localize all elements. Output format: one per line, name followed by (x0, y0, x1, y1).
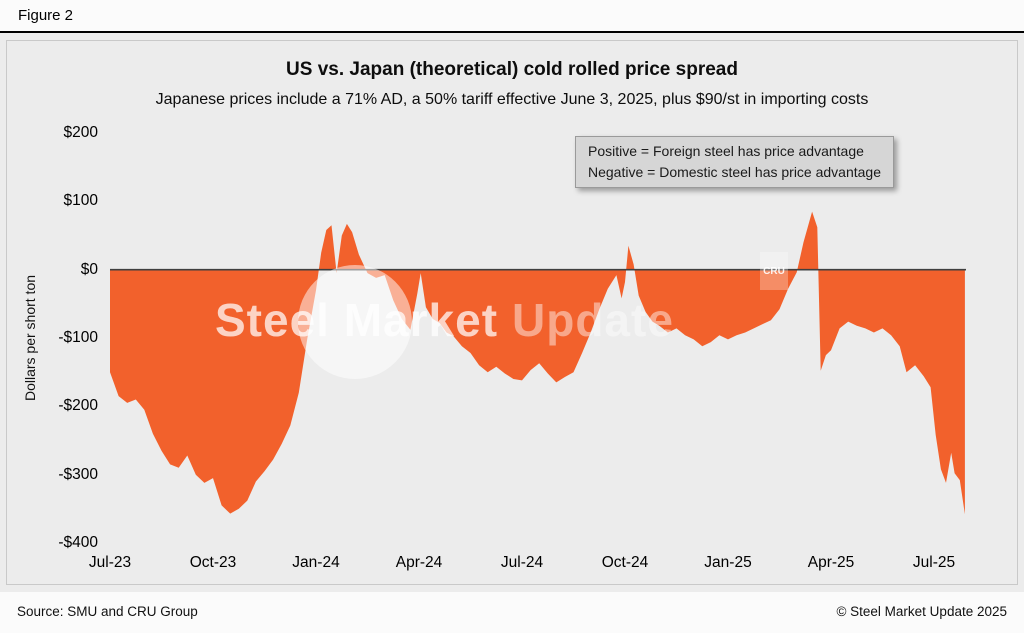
watermark-text: Steel Market Update (215, 293, 674, 347)
figure-footer: Source: SMU and CRU Group © Steel Market… (0, 592, 1024, 633)
watermark-text-bold: Steel Market (215, 294, 499, 346)
legend-line-positive: Positive = Foreign steel has price advan… (588, 143, 864, 159)
chart-section: US vs. Japan (theoretical) cold rolled p… (0, 33, 1024, 592)
figure-header: Figure 2 (0, 0, 1024, 33)
spread-area-series (110, 211, 965, 515)
chart-panel-border (6, 40, 1018, 585)
chart-title: US vs. Japan (theoretical) cold rolled p… (286, 59, 738, 80)
plot-area: Steel Market Update CRU (110, 133, 966, 543)
chart-legend: Positive = Foreign steel has price advan… (575, 136, 894, 188)
legend-line-negative: Negative = Domestic steel has price adva… (588, 164, 881, 180)
copyright-note: © Steel Market Update 2025 (836, 604, 1007, 619)
y-axis-title: Dollars per short ton (22, 274, 38, 402)
price-spread-area-chart (110, 211, 966, 515)
source-note: Source: SMU and CRU Group (17, 604, 198, 619)
figure-label: Figure 2 (18, 7, 74, 24)
watermark-text-light: Update (512, 294, 674, 346)
watermark-logo-circle (298, 265, 412, 379)
chart-subtitle: Japanese prices include a 71% AD, a 50% … (155, 91, 869, 108)
watermark-cru-badge: CRU (760, 252, 788, 290)
